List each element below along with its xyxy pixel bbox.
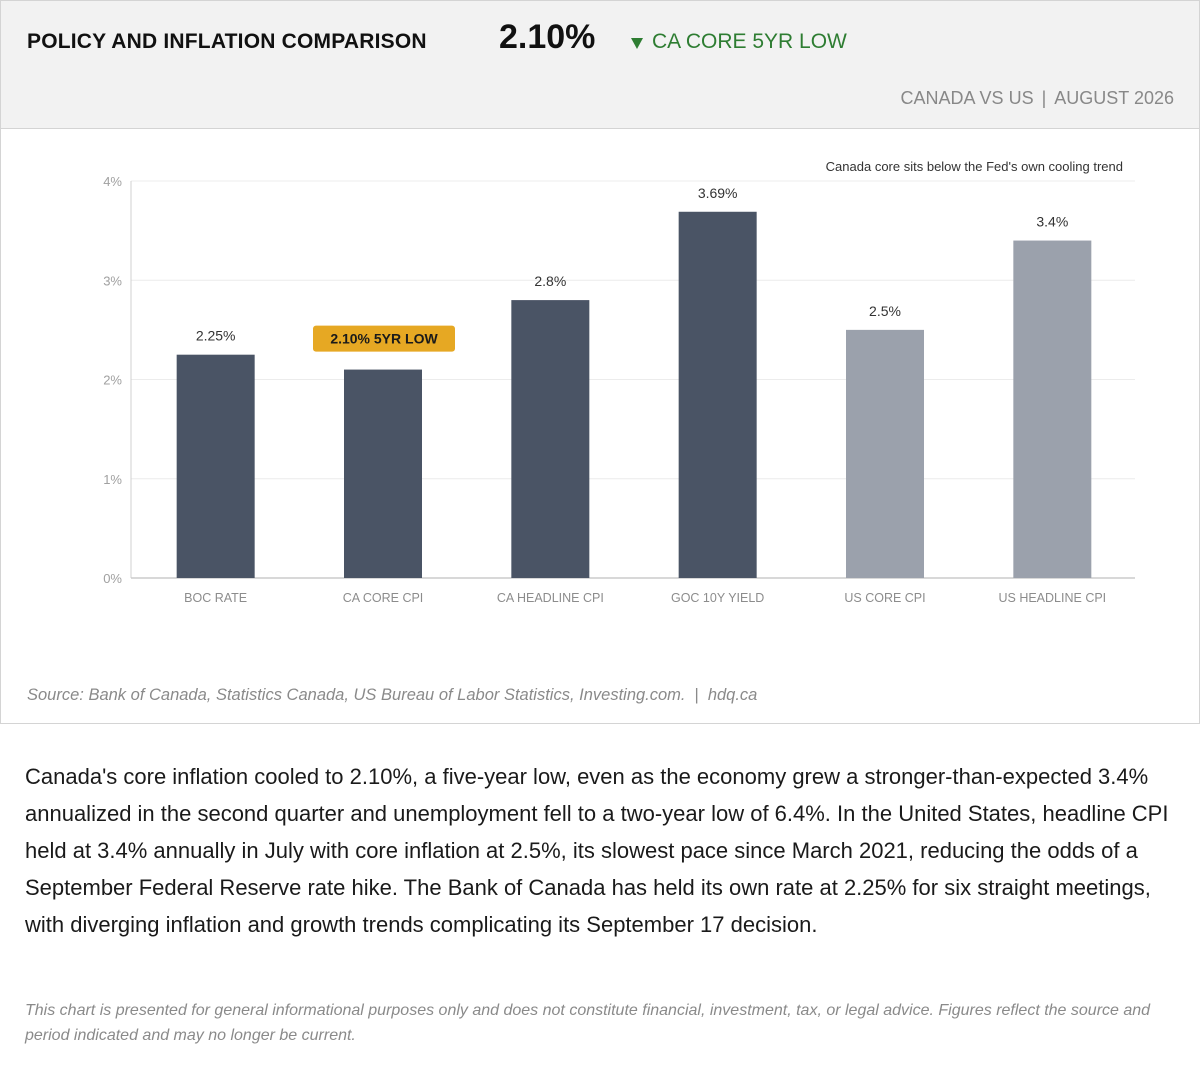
chart-card: POLICY AND INFLATION COMPARISON 2.10% CA… [0, 0, 1200, 724]
x-tick-label: BOC RATE [184, 591, 247, 605]
x-tick-label: CA HEADLINE CPI [497, 591, 604, 605]
headline-value: 2.10% [499, 18, 596, 56]
x-tick-label: US CORE CPI [844, 591, 925, 605]
down-arrow-icon [631, 37, 643, 49]
bar-us-core-cpi [846, 329, 924, 578]
chart-title: POLICY AND INFLATION COMPARISON [27, 30, 427, 53]
source-separator: | [694, 686, 699, 704]
data-label: 3.4% [1036, 214, 1068, 230]
source-note: Source: Bank of Canada, Statistics Canad… [27, 686, 757, 705]
chart-header: POLICY AND INFLATION COMPARISON 2.10% CA… [1, 1, 1199, 129]
source-site: hdq.ca [707, 686, 758, 704]
data-label: 2.25% [196, 328, 236, 344]
bar-chart: 0% 1% 2% 3% 4% BOC RATE 2.25% CA CORE CPI 2.10% … [103, 159, 1135, 605]
change-indicator: CA CORE 5YR LOW [631, 30, 847, 54]
data-label: 2.8% [534, 273, 566, 289]
y-tick-label: 1% [103, 472, 122, 487]
source-text: Source: Bank of Canada, Statistics Canad… [27, 686, 686, 704]
subtitle-separator: | [1041, 88, 1047, 108]
x-tick-label: CA CORE CPI [343, 591, 424, 605]
bar-goc-10y-yield [678, 211, 757, 578]
data-label: 3.69% [698, 185, 738, 201]
bar-us-headline-cpi [1013, 240, 1092, 579]
highlight-badge [313, 325, 455, 352]
x-tick-label: GOC 10Y YIELD [671, 591, 764, 605]
data-label: 2.5% [869, 303, 901, 319]
subtitle-comparison: CANADA VS US [900, 88, 1034, 108]
change-label: CA CORE 5YR LOW [652, 30, 847, 53]
highlight-badge-label: 2.10% 5YR LOW [330, 331, 438, 347]
bar-boc-rate [176, 354, 255, 578]
bar-ca-headline-cpi [511, 300, 590, 578]
chart-annotation: Canada core sits below the Fed's own coo… [826, 159, 1123, 174]
y-tick-label: 0% [103, 571, 122, 586]
y-tick-label: 2% [103, 373, 122, 388]
disclaimer: This chart is presented for general info… [25, 1002, 1151, 1044]
chart-subtitle: CANADA VS US | AUGUST 2026 [901, 88, 1174, 109]
bar-ca-core-cpi [344, 369, 422, 578]
subtitle-date: AUGUST 2026 [1054, 88, 1174, 108]
summary-paragraph: Canada's core inflation cooled to 2.10%,… [25, 764, 1169, 937]
y-tick-label: 4% [103, 174, 122, 189]
y-tick-label: 3% [103, 273, 122, 288]
x-tick-label: US HEADLINE CPI [998, 591, 1106, 605]
